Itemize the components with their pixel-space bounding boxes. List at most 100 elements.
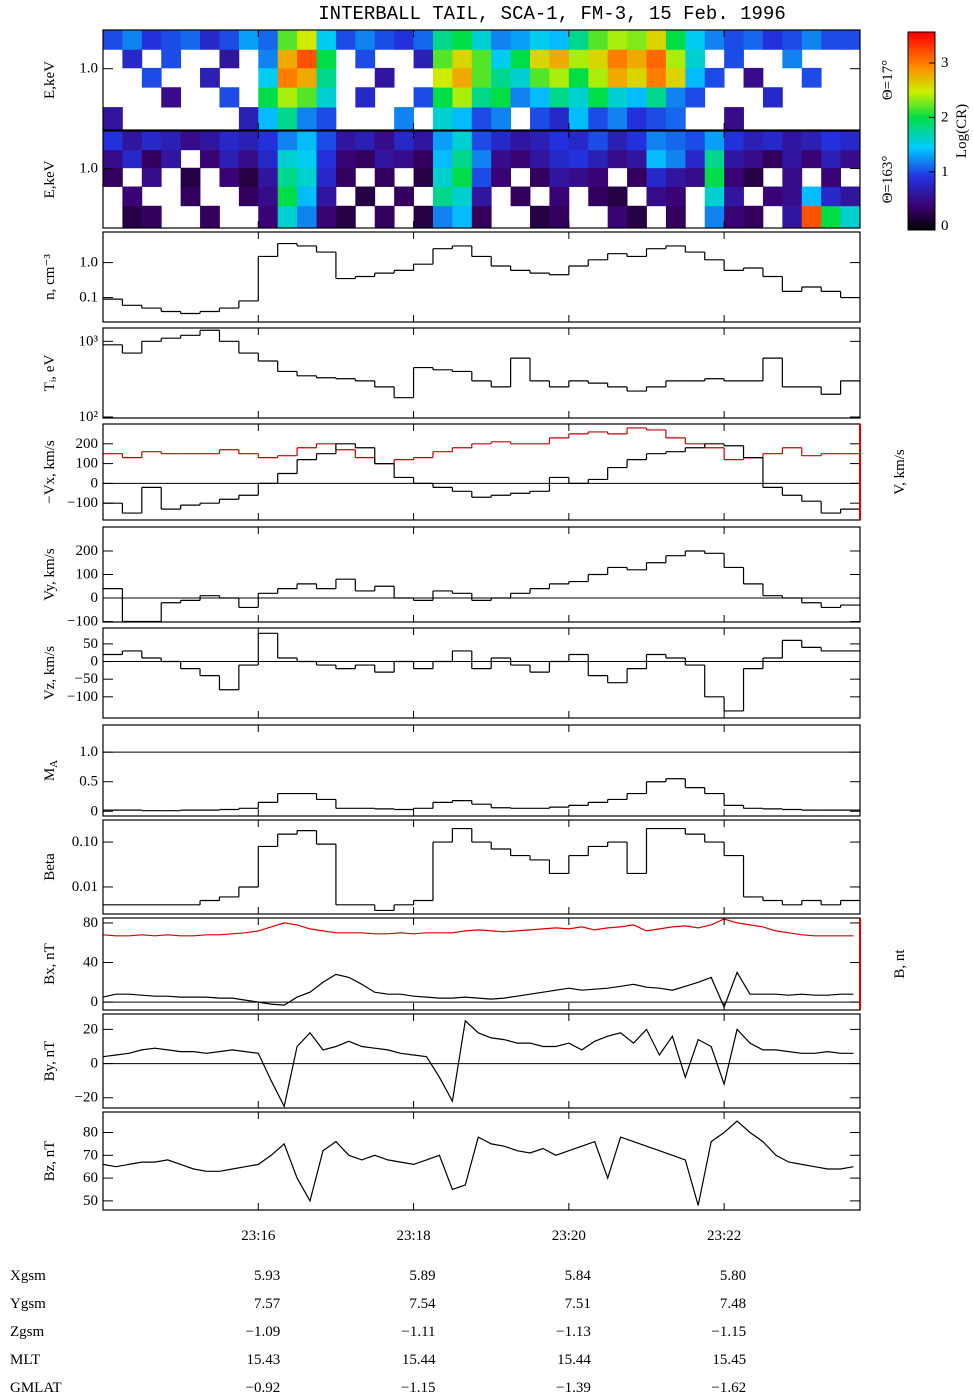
colorbar-slice: [908, 73, 935, 77]
colorbar-tick-label: 0: [941, 218, 949, 234]
spectrogram-cell: [452, 107, 473, 131]
x-tick-label: 23:16: [241, 1228, 276, 1244]
spectrogram-cell: [665, 87, 686, 108]
spectrogram-cell: [452, 205, 473, 229]
colorbar-slice: [908, 137, 935, 141]
y-tick-label: 1.0: [79, 744, 98, 760]
spectrogram-cell: [122, 205, 143, 229]
spectrogram-cell: [549, 49, 570, 69]
spectrogram-cell: [491, 149, 512, 169]
spectrogram-cell: [297, 131, 317, 151]
colorbar-slice: [908, 87, 935, 90]
spectrogram-cell: [704, 131, 725, 151]
spectrogram-cell: [452, 87, 473, 108]
y-tick-label: 0: [91, 994, 99, 1010]
colorbar-slice: [908, 113, 935, 117]
colorbar-slice: [908, 115, 935, 119]
spectrogram-cell: [801, 30, 822, 50]
spectrogram-cell: [471, 149, 492, 169]
colorbar-slice: [908, 117, 935, 121]
y-axis-label: Tᵢ, eV: [42, 355, 58, 392]
spectrogram-cell: [122, 186, 143, 207]
orbit-value: 15.45: [712, 1352, 746, 1368]
colorbar-slice: [908, 95, 935, 99]
spectrogram-cell: [471, 87, 492, 108]
spectrogram-cell: [549, 149, 570, 169]
colorbar-slice: [908, 188, 935, 191]
spectrogram-cell: [374, 67, 395, 88]
colorbar-slice: [908, 40, 935, 44]
spectrogram-cell: [568, 49, 589, 69]
colorbar-slice: [908, 186, 935, 189]
colorbar-slice: [908, 56, 935, 59]
panel-frame: [102, 526, 861, 623]
spectrogram-cell: [355, 87, 376, 108]
colorbar-slice: [908, 102, 935, 106]
colorbar-slice: [908, 227, 935, 231]
y-tick-label: 0: [91, 654, 99, 670]
spectrogram-cell: [122, 30, 143, 50]
colorbar-slice: [908, 104, 935, 108]
spectrogram-cell: [141, 205, 162, 229]
orbit-value: 7.48: [720, 1296, 746, 1312]
spectrogram-cell: [432, 186, 453, 207]
spectrogram-cell: [530, 87, 550, 108]
spectrogram-cell: [161, 87, 182, 108]
spectrogram-cell: [510, 67, 531, 88]
spectrogram-cell: [471, 131, 492, 151]
spectrogram-cell: [258, 186, 279, 207]
spectrogram-cell: [277, 49, 298, 69]
spectrogram-cell: [238, 186, 259, 207]
panel-frame: [102, 231, 861, 323]
spectrogram-cell: [530, 107, 550, 131]
spectrogram-cell: [627, 131, 647, 151]
spectrogram-cell: [704, 186, 725, 207]
spectrogram-cell: [762, 149, 783, 169]
y-tick-label: 0.01: [72, 879, 98, 895]
spectrogram-cell: [413, 87, 434, 108]
colorbar-slice: [908, 197, 935, 200]
colorbar-slice: [908, 58, 935, 62]
spectrogram-cell: [627, 107, 647, 131]
colorbar-slice: [908, 142, 935, 145]
panel-frame: [102, 327, 861, 419]
spectrogram-cell: [840, 149, 861, 169]
spectrogram-cell: [510, 149, 531, 169]
spectrogram-cell: [627, 49, 647, 69]
colorbar-slice: [908, 179, 935, 183]
y-axis-label: n, cm⁻³: [42, 254, 58, 300]
spectrogram-cell: [471, 49, 492, 69]
spectrogram-cell: [530, 49, 550, 69]
spectrogram-cell: [161, 131, 182, 151]
spectrogram-cell: [258, 49, 279, 69]
spectrogram-cell: [355, 49, 376, 69]
spectrogram-cell: [103, 131, 123, 151]
spectrogram-cell: [530, 67, 550, 88]
spectrogram-cell: [568, 67, 589, 88]
spectrogram-cell: [103, 149, 123, 169]
spectrogram-cell: [607, 30, 628, 50]
colorbar-slice: [908, 69, 935, 73]
spectrogram-cell: [782, 49, 803, 69]
spectrogram-cell: [219, 167, 240, 187]
y-tick-label: 200: [76, 543, 99, 559]
spectrogram-cell: [646, 131, 667, 151]
panel: 0.1 1.0 n, cm⁻³: [42, 231, 861, 323]
spectrogram-cell: [238, 107, 259, 131]
y-tick-label: 10²: [79, 409, 99, 425]
colorbar-slice: [908, 172, 935, 176]
orbit-value: −1.62: [711, 1380, 746, 1396]
spectrogram-cell: [316, 167, 337, 187]
panel-frame: [102, 29, 861, 131]
spectrogram-cell: [607, 186, 628, 207]
colorbar-slice: [908, 150, 935, 154]
spectrogram-cell: [607, 87, 628, 108]
spectrogram-cell: [685, 87, 706, 108]
colorbar-slice: [908, 155, 935, 158]
spectrogram-cell: [685, 49, 706, 69]
colorbar-slice: [908, 54, 935, 57]
colorbar-tick-label: 2: [941, 109, 949, 125]
colorbar-slice: [908, 76, 935, 79]
y-tick-label: 80: [83, 1125, 98, 1141]
y-axis-label: E,keV: [42, 160, 58, 198]
